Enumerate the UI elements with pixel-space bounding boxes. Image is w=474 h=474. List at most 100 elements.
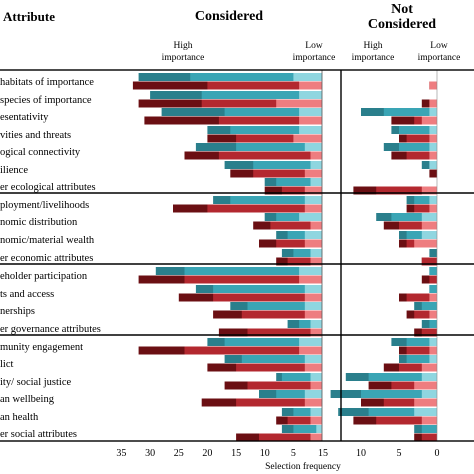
not-considered-bar-red-mid-16 (399, 363, 437, 372)
not-considered-bar-red-mid-15 (406, 346, 437, 355)
considered-bar-red-low-1 (276, 99, 322, 108)
considered-bar-red-mid-0 (207, 81, 322, 90)
considered-bar-red-mid-18 (236, 398, 323, 407)
considered-bar-red-low-2 (299, 116, 322, 125)
x-axis-label: Selection frequency (265, 461, 341, 472)
considered-bar-red-mid-20 (259, 433, 322, 442)
category-label-9: nomic/material wealth (0, 235, 95, 246)
not-considered-bar-teal-low-17 (421, 373, 437, 381)
considered-bar-teal-mid-0 (190, 73, 322, 81)
not-considered-bar-red-mid-18 (383, 398, 437, 407)
considered-high-importance-line1: High (174, 41, 193, 51)
considered-tick-20: 20 (202, 448, 212, 459)
not-considered-bar-red-low-17 (414, 381, 437, 390)
considered-bar-red-low-13 (304, 310, 322, 319)
not-considered-bar-teal-mid-19 (368, 408, 437, 416)
not-considered-bar-teal-low-15 (429, 338, 437, 346)
considered-bar-teal-mid-6 (276, 178, 322, 186)
not-considered-bar-teal-high-10 (429, 249, 437, 257)
considered-bar-red-low-11 (299, 275, 322, 284)
considered-bar-red-low-0 (299, 81, 322, 90)
considered-bar-teal-mid-16 (241, 355, 322, 363)
not-considered-bar-teal-low-4 (429, 143, 437, 151)
category-label-5: ilience (0, 165, 28, 176)
considered-bar-red-mid-12 (213, 293, 322, 302)
not-considered-bar-teal-mid-2 (383, 108, 437, 116)
category-label-14: er governance attributes (0, 324, 101, 335)
considered-bar-teal-mid-19 (293, 408, 323, 416)
considered-tick-30: 30 (145, 448, 155, 459)
considered-low-importance-line2: importance (293, 53, 336, 63)
category-label-12: ts and access (0, 289, 54, 300)
considered-header: Considered (195, 9, 263, 24)
considered-bar-red-low-12 (304, 293, 322, 302)
considered-bar-red-low-16 (304, 363, 322, 372)
not-considered-bar-red-low-2 (421, 116, 437, 125)
category-label-20: er social attributes (0, 429, 77, 440)
considered-bar-red-low-8 (310, 221, 322, 230)
considered-bar-teal-mid-5 (253, 161, 322, 169)
considered-bar-red-low-7 (304, 204, 322, 213)
category-label-17: ity/ social justice (0, 377, 71, 388)
considered-bar-red-mid-6 (281, 186, 322, 195)
considered-low-importance-line1: Low (305, 41, 323, 51)
not-considered-bar-red-mid-19 (376, 416, 437, 425)
not-considered-bar-red-low-6 (421, 186, 437, 195)
not-considered-high-importance-line2: importance (352, 53, 395, 63)
category-label-7: ployment/livelihoods (0, 200, 89, 211)
not-considered-bar-red-mid-14 (421, 328, 437, 337)
considered-tick-5: 5 (291, 448, 296, 459)
frame-layer (0, 69, 474, 442)
not-considered-header-line1: Not (391, 2, 413, 17)
not-considered-bar-red-mid-7 (414, 204, 437, 213)
not-considered-bar-teal-low-3 (429, 126, 437, 134)
considered-bar-teal-low-19 (310, 408, 322, 416)
category-label-2: esentativity (0, 112, 49, 123)
considered-bar-teal-low-8 (299, 213, 322, 221)
not-considered-bar-red-low-4 (429, 151, 437, 160)
category-label-3: vities and threats (0, 130, 71, 141)
not-considered-bar-red-mid-11 (429, 275, 437, 284)
considered-bar-teal-mid-20 (293, 425, 323, 433)
considered-bar-teal-low-3 (299, 126, 322, 134)
not-considered-tick-15: 15 (318, 448, 328, 459)
category-label-8: nomic distribution (0, 217, 78, 228)
not-considered-bar-teal-low-8 (421, 213, 437, 221)
not-considered-bar-teal-low-9 (421, 231, 437, 239)
not-considered-bar-red-low-19 (421, 416, 437, 425)
considered-bar-teal-low-9 (304, 231, 322, 239)
category-label-6: er ecological attributes (0, 182, 96, 193)
category-label-16: lict (0, 359, 13, 370)
not-considered-bar-teal-mid-17 (368, 373, 437, 381)
not-considered-bar-teal-low-5 (429, 161, 437, 169)
not-considered-bar-red-low-15 (429, 346, 437, 355)
not-considered-bar-teal-mid-3 (399, 126, 437, 134)
not-considered-bar-teal-mid-18 (361, 390, 437, 398)
not-considered-bar-red-mid-4 (406, 151, 437, 160)
considered-tick-25: 25 (174, 448, 184, 459)
not-considered-bar-red-low-18 (414, 398, 437, 407)
considered-bar-red-mid-10 (287, 257, 322, 266)
not-considered-bar-red-mid-3 (406, 134, 437, 143)
considered-bar-red-low-18 (304, 398, 322, 407)
not-considered-bar-red-mid-20 (421, 433, 437, 442)
considered-bar-teal-low-2 (299, 108, 322, 116)
not-considered-bar-teal-mid-16 (406, 355, 437, 363)
considered-bar-teal-low-4 (304, 143, 322, 151)
not-considered-low-importance-line1: Low (430, 41, 448, 51)
considered-bar-red-mid-7 (207, 204, 322, 213)
considered-bar-teal-low-18 (304, 390, 322, 398)
category-label-10: er economic attributes (0, 253, 93, 264)
not-considered-bar-teal-low-19 (414, 408, 437, 416)
considered-bar-red-low-4 (310, 151, 322, 160)
not-considered-bar-red-high-5 (429, 169, 437, 178)
not-considered-bar-teal-mid-20 (421, 425, 437, 433)
considered-bar-red-mid-16 (236, 363, 323, 372)
not-considered-bar-red-mid-6 (376, 186, 437, 195)
not-considered-bar-red-low-7 (429, 204, 437, 213)
considered-bar-red-low-9 (304, 239, 322, 248)
considered-bar-teal-mid-4 (236, 143, 323, 151)
considered-bar-teal-low-13 (304, 302, 322, 310)
not-considered-bar-red-low-1 (429, 99, 437, 108)
